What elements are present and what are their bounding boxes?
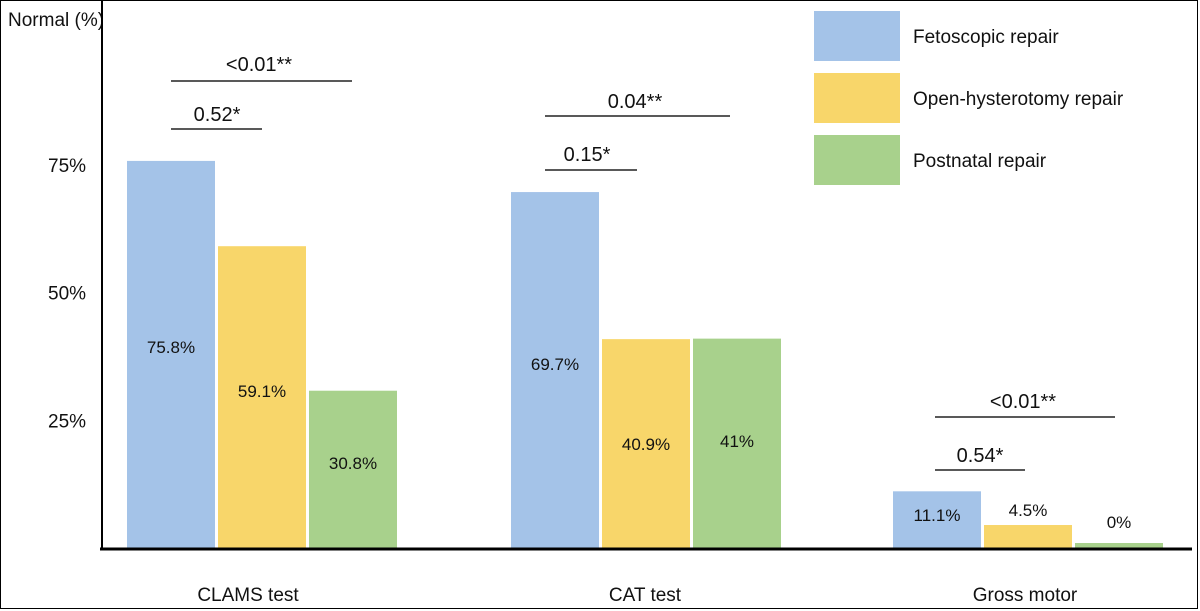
- x-tick-label: CLAMS test: [197, 585, 299, 606]
- bar: [1075, 543, 1163, 548]
- bar: [984, 525, 1072, 548]
- legend-entry: Postnatal repair: [913, 151, 1047, 172]
- p-value-label: 0.54*: [957, 445, 1004, 467]
- p-value-label: 0.15*: [564, 144, 611, 166]
- legend-entry: Fetoscopic repair: [913, 27, 1059, 48]
- legend-entry: Open-hysterotomy repair: [913, 89, 1124, 110]
- bars-group: 75.8% 69.7% 11.1% 59.1% 40.9% 4.5% 30.8% 41% 0%: [127, 161, 1163, 548]
- legend: Fetoscopic repair Open-hysterotomy repair…: [814, 11, 1124, 185]
- legend-swatch: [814, 11, 900, 61]
- legend-swatch: [814, 135, 900, 185]
- p-value-label: 0.52*: [194, 104, 241, 126]
- p-value-label: <0.01**: [226, 54, 292, 76]
- data-label: 41%: [720, 432, 754, 451]
- data-label: 69.7%: [531, 355, 579, 374]
- data-label: 4.5%: [1009, 501, 1048, 520]
- x-tick-labels: CLAMS test CAT test Gross motor: [197, 585, 1078, 606]
- y-tick-label: 50%: [48, 284, 86, 305]
- legend-swatch: [814, 73, 900, 123]
- data-label: 30.8%: [329, 454, 377, 473]
- y-tick-label: 25%: [48, 411, 86, 432]
- y-axis-label: Normal (%): [8, 10, 104, 31]
- data-label: 11.1%: [914, 506, 961, 525]
- data-label: 40.9%: [622, 435, 670, 454]
- y-ticks: 25% 50% 75%: [48, 156, 86, 432]
- p-value-label: 0.04**: [608, 91, 663, 113]
- x-tick-label: Gross motor: [973, 585, 1078, 606]
- data-label: 59.1%: [238, 382, 286, 401]
- data-label: 0%: [1107, 513, 1132, 532]
- p-value-label: <0.01**: [990, 391, 1056, 413]
- data-label: 75.8%: [147, 338, 195, 357]
- x-tick-label: CAT test: [609, 585, 682, 606]
- y-tick-label: 75%: [48, 156, 86, 177]
